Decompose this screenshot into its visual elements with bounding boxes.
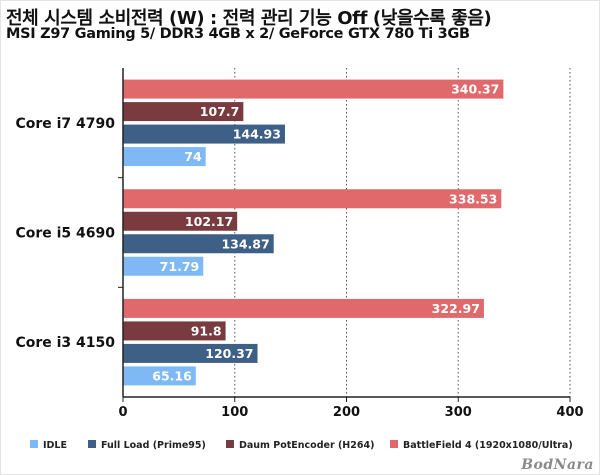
x-tick-label-100: 100 [221,405,248,420]
category-label: Core i3 4150 [15,335,115,351]
x-tick-label-400: 400 [556,405,583,420]
bar-value-label: 71.79 [160,259,200,274]
legend-swatch [390,440,398,448]
bar-full [123,234,274,254]
legend-entry: BattleField 4 (1920x1080/Ultra) [403,440,573,451]
legend-swatch [226,440,234,448]
grid-lines [234,68,571,397]
legend: IDLE Full Load (Prime95) Daum PotEncoder (… [30,440,573,451]
bar-idle [123,256,204,276]
bar-full [123,343,258,363]
category-label: Core i5 4690 [15,226,115,242]
bar-value-label: 120.37 [205,346,253,361]
bar-value-label: 340.37 [451,82,499,97]
category-label: Core i7 4790 [15,116,115,132]
bar-battlefield [123,79,504,99]
bar-value-label: 338.53 [449,191,497,206]
bar-value-label: 91.8 [191,323,222,338]
legend-entry: Full Load (Prime95) [101,440,206,451]
chart-subtitle: MSI Z97 Gaming 5/ DDR3 4GB x 2/ GeForce … [6,26,470,42]
chart-title: 전체 시스템 소비전력 (W) : 전력 관리 기능 Off (낮을수록 좋음) [6,8,492,29]
bar-value-label: 102.17 [185,214,233,229]
bar-value-label: 144.93 [233,127,281,142]
bar-value-label: 134.87 [221,236,269,251]
x-tick-label-200: 200 [333,405,360,420]
bar-daum [123,211,238,231]
bar-value-label: 74 [184,149,202,164]
bar-value-label: 107.7 [200,104,240,119]
bar-value-label: 322.97 [432,301,480,316]
bar-daum [123,102,244,122]
legend-swatch [30,440,38,448]
bar-daum [123,321,226,341]
axes: 0 100 200 300 400 Core i7 4790 Core i5 4690 Cor… [15,68,584,420]
bars: 340.37 107.7 144.93 74 338.53 102.17 134.87 71.… [123,79,504,386]
bar-idle [123,366,196,386]
legend-entry: Daum PotEncoder (H264) [239,440,374,451]
bar-idle [123,147,206,167]
legend-swatch [88,440,96,448]
bar-full [123,124,285,144]
x-tick-label-300: 300 [445,405,472,420]
bodnara-watermark: BodNara [521,457,594,473]
legend-entry: IDLE [43,440,67,451]
bar-battlefield [123,298,484,318]
bar-battlefield [123,189,502,209]
x-tick-label-0: 0 [118,405,127,420]
bar-value-label: 65.16 [152,368,192,383]
